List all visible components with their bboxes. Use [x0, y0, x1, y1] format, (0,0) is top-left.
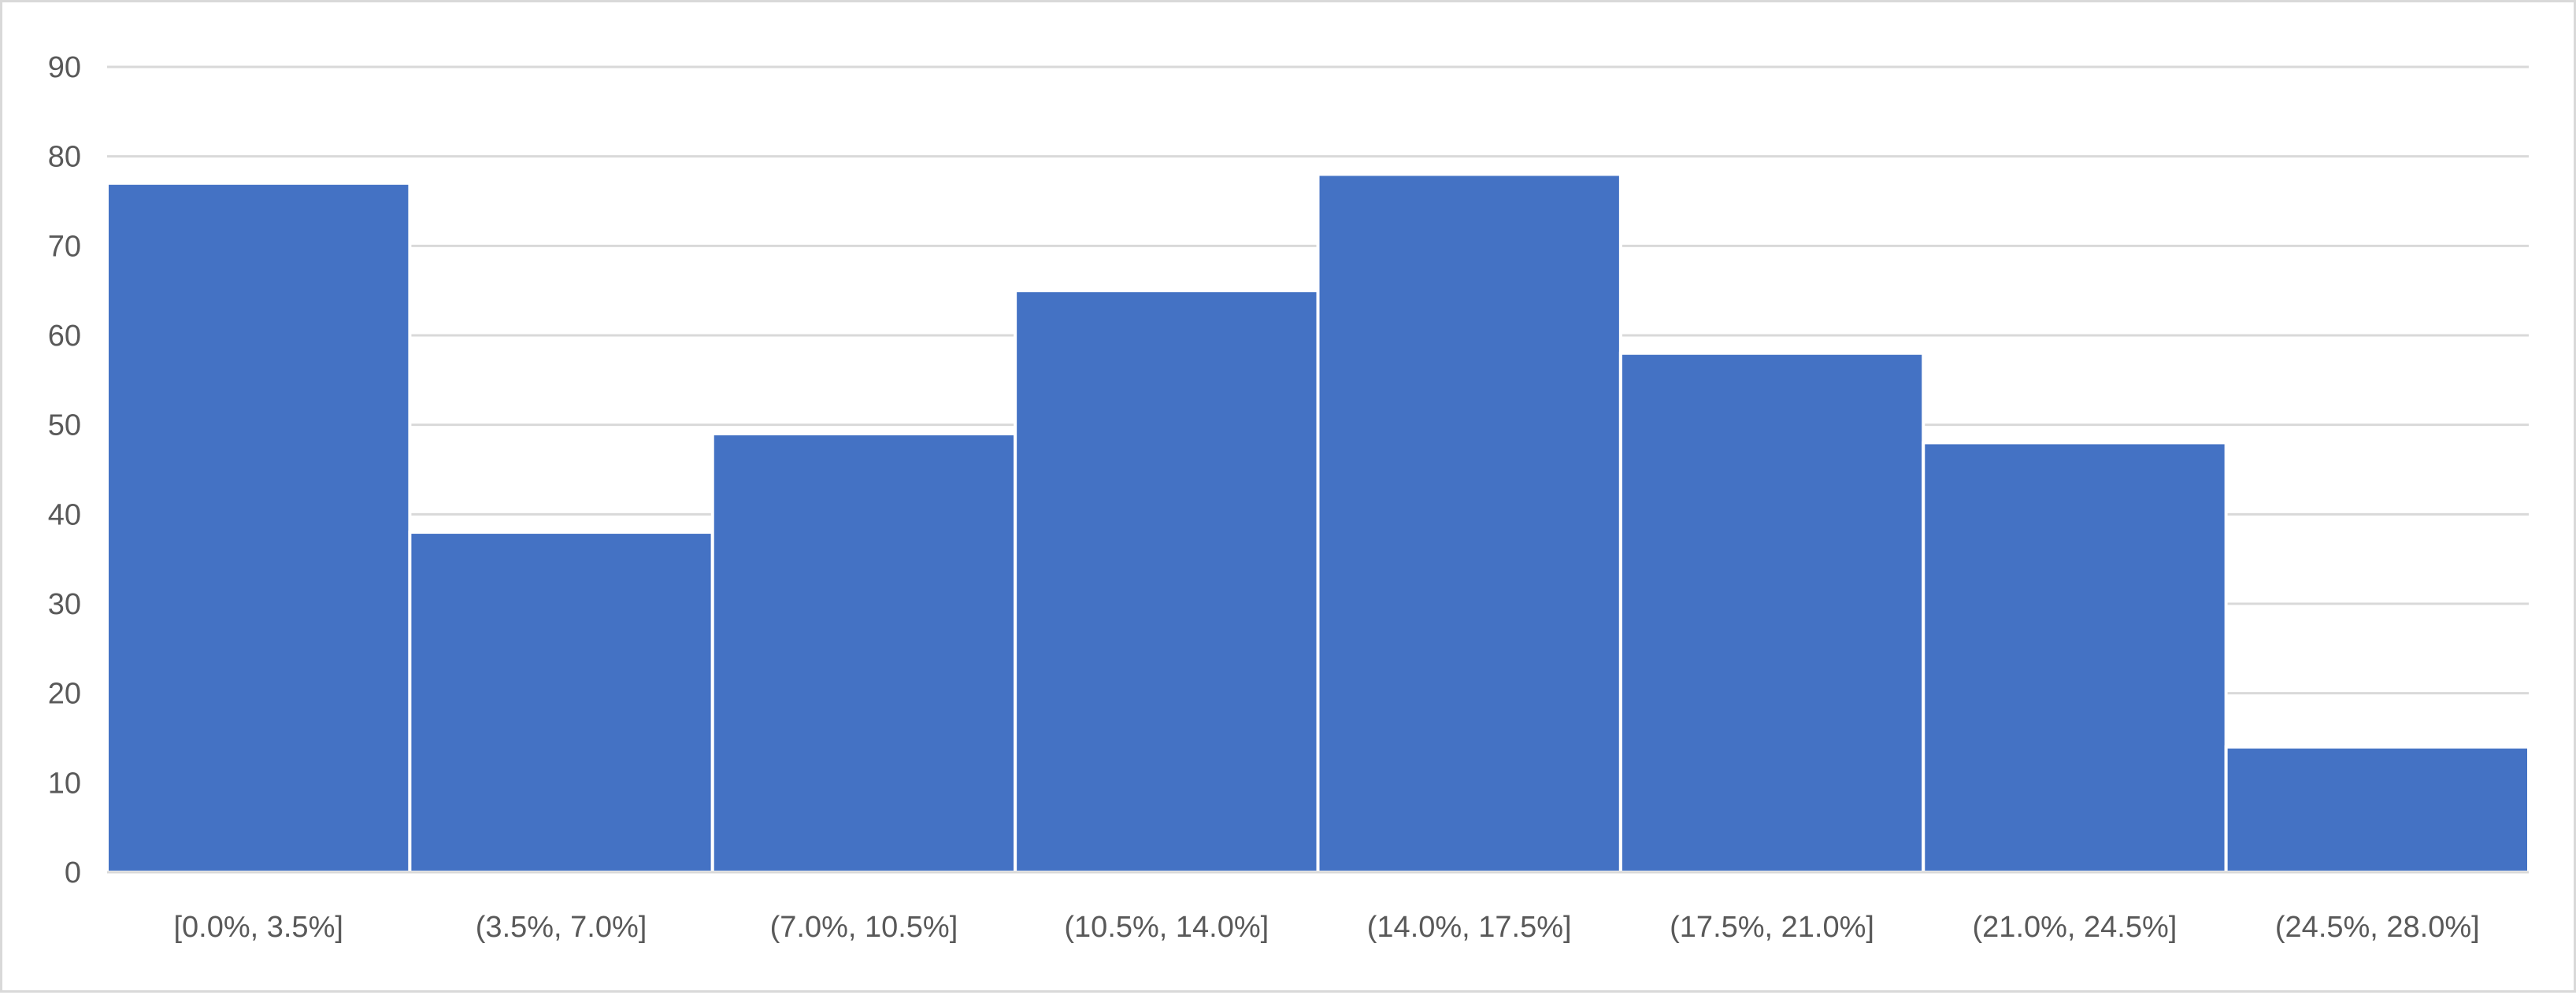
y-tick-label: 90: [48, 51, 81, 84]
x-tick-label: (21.0%, 24.5%]: [1973, 911, 2178, 944]
bar-4: [1316, 172, 1622, 874]
x-tick-label: (17.5%, 21.0%]: [1670, 911, 1874, 944]
x-tick-label: (3.5%, 7.0%]: [476, 911, 647, 944]
x-tick-label: (24.5%, 28.0%]: [2275, 911, 2480, 944]
x-tick-label: (7.0%, 10.5%]: [770, 911, 958, 944]
y-tick-label: 70: [48, 230, 81, 263]
bar-0: [106, 181, 412, 874]
bar-7: [2224, 745, 2530, 874]
y-axis-tick-labels: 0 10 20 30 40 50 60 70 80 90: [48, 51, 81, 890]
y-tick-label: 30: [48, 588, 81, 621]
bar-6: [1922, 441, 2228, 874]
y-tick-label: 0: [65, 856, 81, 890]
bar-2: [710, 432, 1017, 874]
y-tick-label: 10: [48, 767, 81, 800]
x-tick-label: (10.5%, 14.0%]: [1064, 911, 1269, 944]
x-tick-label: [0.0%, 3.5%]: [173, 911, 343, 944]
bar-5: [1618, 351, 1926, 874]
y-tick-label: 50: [48, 409, 81, 442]
y-tick-label: 80: [48, 141, 81, 174]
x-axis-tick-labels: [0.0%, 3.5%] (3.5%, 7.0%] (7.0%, 10.5%] (10…: [173, 911, 2479, 944]
y-tick-label: 60: [48, 320, 81, 353]
y-tick-label: 40: [48, 498, 81, 531]
x-tick-label: (14.0%, 17.5%]: [1367, 911, 1572, 944]
bars: [106, 172, 2530, 874]
bar-1: [408, 531, 714, 874]
bar-3: [1014, 289, 1320, 874]
y-tick-label: 20: [48, 678, 81, 711]
